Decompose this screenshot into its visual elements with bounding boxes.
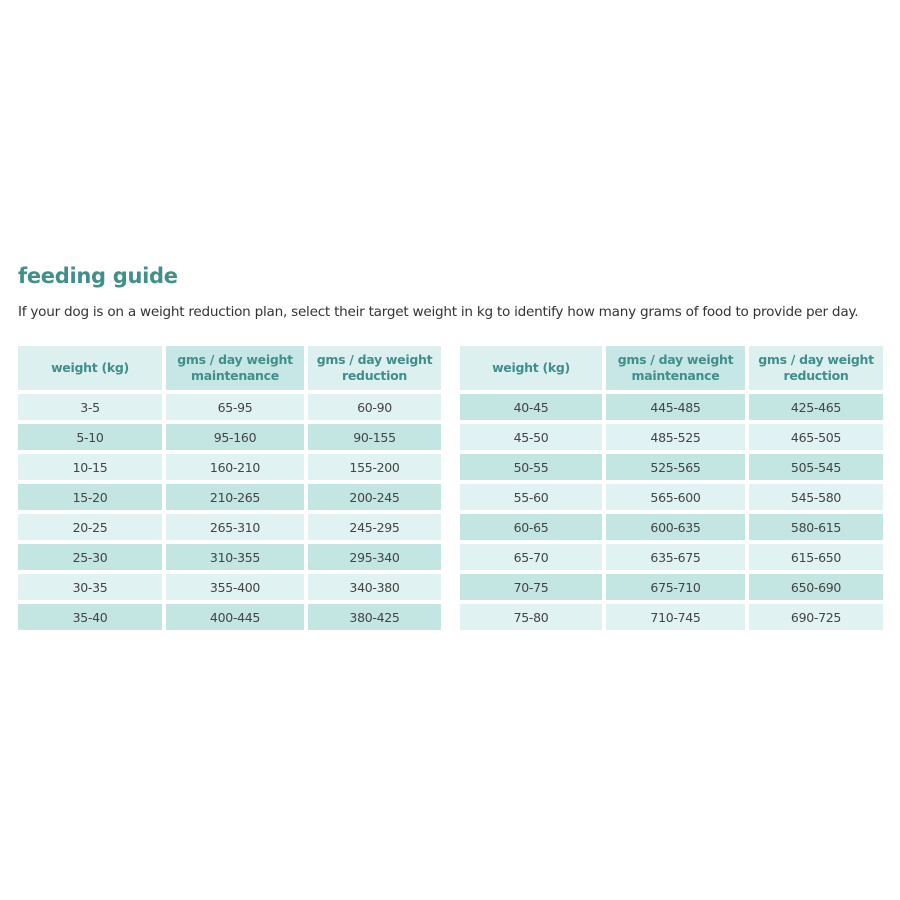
table-cell-weight: 15-20 [18,484,162,510]
table-cell-maintenance: 565-600 [606,484,745,510]
table-cell-weight: 40-45 [460,394,602,420]
table-cell-maintenance: 675-710 [606,574,745,600]
table-cell-weight: 25-30 [18,544,162,570]
table-cell-reduction: 200-245 [308,484,441,510]
table-cell-reduction: 155-200 [308,454,441,480]
table-cell-maintenance: 445-485 [606,394,745,420]
table-cell-weight: 55-60 [460,484,602,510]
table-cell-reduction: 380-425 [308,604,441,630]
table-cell-reduction: 615-650 [749,544,883,570]
column-header-weight: weight (kg) [18,346,162,390]
table-cell-weight: 5-10 [18,424,162,450]
table-cell-reduction: 505-545 [749,454,883,480]
table-cell-weight: 30-35 [18,574,162,600]
table-cell-reduction: 425-465 [749,394,883,420]
column-header-reduction: gms / day weight reduction [749,346,883,390]
table-cell-reduction: 340-380 [308,574,441,600]
table-cell-reduction: 465-505 [749,424,883,450]
table-cell-maintenance: 95-160 [166,424,304,450]
table-cell-maintenance: 635-675 [606,544,745,570]
table-cell-weight: 50-55 [460,454,602,480]
table-cell-maintenance: 310-355 [166,544,304,570]
table-cell-reduction: 650-690 [749,574,883,600]
table-cell-maintenance: 265-310 [166,514,304,540]
column-header-reduction: gms / day weight reduction [308,346,441,390]
table-cell-weight: 75-80 [460,604,602,630]
table-cell-reduction: 580-615 [749,514,883,540]
table-cell-reduction: 60-90 [308,394,441,420]
table-cell-reduction: 245-295 [308,514,441,540]
table-cell-weight: 3-5 [18,394,162,420]
table-cell-maintenance: 160-210 [166,454,304,480]
table-cell-weight: 70-75 [460,574,602,600]
table-cell-maintenance: 525-565 [606,454,745,480]
table-cell-weight: 35-40 [18,604,162,630]
table-cell-maintenance: 65-95 [166,394,304,420]
table-cell-weight: 45-50 [460,424,602,450]
page-title: feeding guide [18,264,178,288]
table-cell-maintenance: 485-525 [606,424,745,450]
table-cell-maintenance: 355-400 [166,574,304,600]
table-cell-weight: 10-15 [18,454,162,480]
table-cell-weight: 20-25 [18,514,162,540]
table-cell-maintenance: 400-445 [166,604,304,630]
table-cell-reduction: 295-340 [308,544,441,570]
table-cell-maintenance: 710-745 [606,604,745,630]
column-header-weight: weight (kg) [460,346,602,390]
table-cell-maintenance: 600-635 [606,514,745,540]
table-cell-reduction: 690-725 [749,604,883,630]
table-cell-maintenance: 210-265 [166,484,304,510]
feeding-table-right: weight (kg) gms / day weight maintenance g… [460,346,883,630]
feeding-table-left: weight (kg) gms / day weight maintenance g… [18,346,441,630]
table-cell-reduction: 545-580 [749,484,883,510]
table-cell-weight: 60-65 [460,514,602,540]
intro-text: If your dog is on a weight reduction pla… [18,304,859,320]
column-header-maintenance: gms / day weight maintenance [606,346,745,390]
column-header-maintenance: gms / day weight maintenance [166,346,304,390]
table-cell-weight: 65-70 [460,544,602,570]
table-cell-reduction: 90-155 [308,424,441,450]
